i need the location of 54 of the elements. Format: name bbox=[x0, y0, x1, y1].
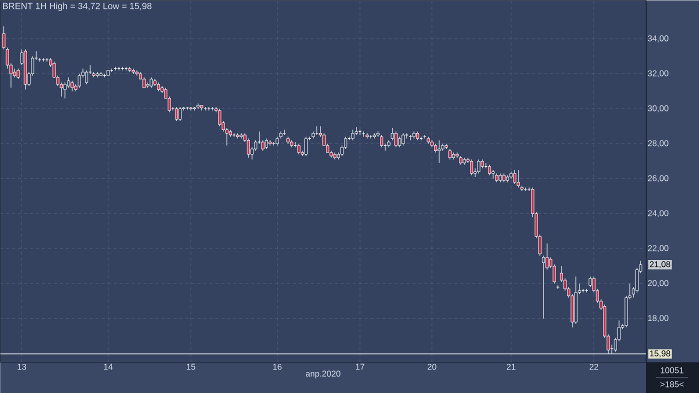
candlestick bbox=[304, 136, 308, 156]
text: >185< bbox=[660, 381, 684, 388]
candlestick bbox=[488, 164, 492, 176]
x-tick-label: 15 bbox=[186, 364, 196, 370]
candlestick bbox=[588, 276, 592, 288]
x-tick-label: 13 bbox=[18, 364, 26, 370]
x-tick-label: 16 bbox=[273, 364, 282, 370]
candlestick bbox=[398, 136, 402, 148]
y-tick-label: 30,00 bbox=[648, 105, 668, 112]
candlestick bbox=[470, 159, 474, 176]
x-tick-label: 20 bbox=[428, 364, 436, 370]
candlestick bbox=[358, 129, 362, 136]
candlestick bbox=[438, 140, 441, 164]
candlestick bbox=[448, 148, 452, 160]
x-tick-label: 14 bbox=[104, 364, 113, 370]
candlestick bbox=[232, 132, 236, 137]
candlestick bbox=[192, 106, 196, 111]
x-tick-label: 21 bbox=[506, 364, 516, 370]
text: 10051 bbox=[660, 367, 684, 374]
y-tick-label: 18,00 bbox=[648, 314, 668, 322]
candlestick bbox=[351, 129, 354, 140]
annotation: 21,08 bbox=[650, 261, 670, 268]
x-tick-label: 17 bbox=[356, 364, 364, 370]
candlestick bbox=[16, 68, 20, 80]
chart-title: BRENT 1H High = 34,72 Low = 15,98 bbox=[3, 2, 152, 11]
candlestick bbox=[142, 76, 146, 88]
candlestick bbox=[174, 106, 178, 122]
x-axis-title: апр.2020 bbox=[306, 370, 340, 378]
y-tick-label: 34,00 bbox=[648, 35, 668, 42]
candlestick bbox=[513, 170, 516, 184]
y-tick-label: 32,00 bbox=[648, 70, 668, 78]
candlestick bbox=[264, 138, 268, 150]
candlestick bbox=[120, 66, 124, 70]
candlestick bbox=[542, 255, 546, 319]
candlestick bbox=[178, 106, 182, 122]
candlestick bbox=[246, 138, 250, 158]
candlestick bbox=[394, 131, 398, 148]
ref-line-label: 15,98 bbox=[650, 350, 670, 358]
candlestick bbox=[117, 66, 120, 70]
candlestick bbox=[477, 159, 480, 174]
y-tick-label: 26,00 bbox=[648, 175, 668, 182]
candlestick bbox=[402, 132, 405, 146]
candlestick bbox=[380, 134, 384, 148]
candlestick bbox=[102, 73, 106, 78]
y-tick-label: 24,00 bbox=[648, 210, 668, 218]
candlestick bbox=[150, 76, 153, 88]
x-tick-label: 22 bbox=[590, 364, 598, 370]
candlestick bbox=[297, 143, 300, 154]
y-tick-label: 20,00 bbox=[648, 280, 668, 287]
candlestick bbox=[85, 70, 88, 84]
y-tick-label: 22,00 bbox=[648, 245, 668, 252]
candlestick bbox=[70, 80, 74, 92]
candlestick bbox=[516, 170, 520, 188]
y-tick-label: 28,00 bbox=[648, 140, 668, 148]
